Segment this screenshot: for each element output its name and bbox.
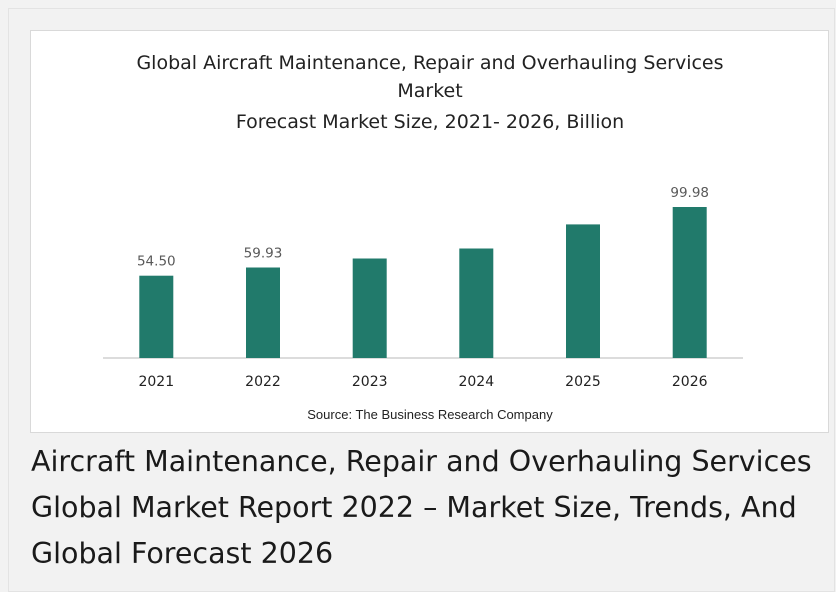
- x-tick-2024: 2024: [458, 374, 494, 390]
- article-title[interactable]: Aircraft Maintenance, Repair and Overhau…: [31, 445, 812, 570]
- x-tick-2021: 2021: [138, 374, 174, 390]
- tick-labels-group: 2021 2022 2023 2024 2025 2026: [138, 374, 707, 390]
- article-card: Global Aircraft Maintenance, Repair and …: [8, 8, 835, 592]
- value-labels-group: 54.50 59.93 99.98: [137, 185, 709, 270]
- bar-2023: [352, 258, 387, 358]
- bar-2021: [139, 275, 174, 358]
- bar-2024: [459, 248, 494, 358]
- chart-title: Global Aircraft Maintenance, Repair and …: [136, 52, 723, 133]
- x-tick-2023: 2023: [352, 374, 388, 390]
- bar-2026: [672, 207, 707, 358]
- chart-title-line-2: Market: [397, 80, 462, 102]
- value-label-2026: 99.98: [670, 185, 709, 201]
- value-label-2022: 59.93: [244, 246, 283, 262]
- chart-title-line-1: Global Aircraft Maintenance, Repair and …: [136, 52, 723, 74]
- bars-group: [139, 207, 707, 358]
- bar-chart: Global Aircraft Maintenance, Repair and …: [103, 52, 743, 422]
- chart-source: Source: The Business Research Company: [307, 407, 553, 422]
- chart-frame: Global Aircraft Maintenance, Repair and …: [30, 30, 829, 433]
- x-tick-2025: 2025: [565, 374, 601, 390]
- x-tick-2026: 2026: [672, 374, 708, 390]
- bar-2022: [246, 267, 280, 358]
- chart-title-line-3: Forecast Market Size, 2021- 2026, Billio…: [236, 111, 624, 133]
- bar-2025: [566, 224, 600, 358]
- x-tick-2022: 2022: [245, 374, 281, 390]
- value-label-2021: 54.50: [137, 254, 176, 270]
